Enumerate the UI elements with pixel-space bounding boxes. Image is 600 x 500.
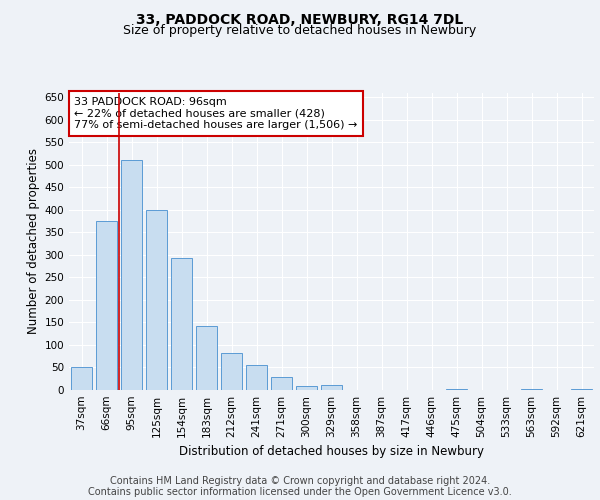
Bar [296,386,317,390]
Bar [71,368,92,390]
Bar [521,388,542,390]
Bar [271,377,292,390]
Text: Contains public sector information licensed under the Open Government Licence v3: Contains public sector information licen… [88,487,512,497]
X-axis label: Distribution of detached houses by size in Newbury: Distribution of detached houses by size … [179,446,484,458]
Bar [196,326,217,390]
Text: 33, PADDOCK ROAD, NEWBURY, RG14 7DL: 33, PADDOCK ROAD, NEWBURY, RG14 7DL [136,12,464,26]
Bar [246,365,267,390]
Bar [121,160,142,390]
Bar [171,258,192,390]
Text: Contains HM Land Registry data © Crown copyright and database right 2024.: Contains HM Land Registry data © Crown c… [110,476,490,486]
Text: Size of property relative to detached houses in Newbury: Size of property relative to detached ho… [124,24,476,37]
Y-axis label: Number of detached properties: Number of detached properties [27,148,40,334]
Text: 33 PADDOCK ROAD: 96sqm
← 22% of detached houses are smaller (428)
77% of semi-de: 33 PADDOCK ROAD: 96sqm ← 22% of detached… [74,97,358,130]
Bar [96,221,117,390]
Bar [571,388,592,390]
Bar [446,388,467,390]
Bar [321,384,342,390]
Bar [146,210,167,390]
Bar [221,353,242,390]
